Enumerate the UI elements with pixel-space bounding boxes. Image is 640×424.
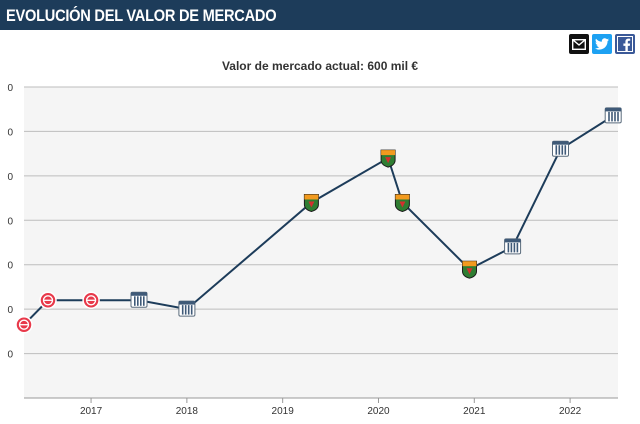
club-c-crest-mark-icon	[399, 201, 406, 208]
y-tick-label: 0	[7, 216, 13, 227]
club-b-crest-stripe-icon	[134, 296, 136, 306]
club-b-crest-top-icon	[178, 301, 195, 305]
club-c-crest-band-icon	[462, 261, 477, 267]
data-point-marker	[504, 238, 522, 255]
data-point-marker	[552, 140, 569, 157]
chart-title: Valor de mercado actual: 600 mil €	[222, 59, 418, 73]
data-point-marker	[394, 194, 410, 213]
club-c-crest-band-icon	[381, 150, 396, 156]
data-point-marker	[82, 291, 100, 310]
x-tick-label: 2019	[272, 406, 295, 417]
club-b-crest-stripe-icon	[137, 296, 139, 306]
x-tick-label: 2021	[463, 406, 486, 417]
club-b-crest-stripe-icon	[187, 305, 190, 315]
club-b-crest-stripe-icon	[140, 296, 142, 306]
club-b-crest-stripe-icon	[184, 305, 187, 315]
club-b-crest-stripe-icon	[507, 242, 510, 253]
data-point-marker	[178, 300, 196, 317]
data-point-marker	[604, 107, 622, 124]
data-point-marker	[462, 260, 477, 279]
club-b-crest-top-icon	[504, 238, 521, 243]
y-tick-label: 0	[7, 261, 13, 272]
club-b-crest-stripe-icon	[190, 305, 193, 315]
club-b-crest-stripe-icon	[513, 242, 516, 253]
page-title: EVOLUCIÓN DEL VALOR DE MERCADO	[6, 6, 277, 25]
envelope-icon	[572, 38, 586, 50]
page-header: EVOLUCIÓN DEL VALOR DE MERCADO	[0, 0, 640, 30]
club-c-crest-mark-icon	[466, 268, 473, 275]
x-tick-label: 2022	[559, 406, 582, 417]
club-b-crest-stripe-icon	[558, 145, 561, 155]
club-b-crest-stripe-icon	[143, 296, 145, 306]
club-b-crest-stripe-icon	[611, 111, 613, 122]
share-facebook-button[interactable]	[615, 34, 635, 54]
x-tick-label: 2018	[176, 406, 199, 417]
club-b-crest-stripe-icon	[614, 111, 616, 122]
club-b-crest-stripe-icon	[516, 242, 519, 253]
club-c-crest-mark-icon	[308, 201, 315, 208]
club-c-crest-mark-icon	[385, 157, 392, 164]
y-tick-label: 0	[7, 83, 13, 94]
club-b-crest-top-icon	[552, 141, 569, 145]
club-c-crest-band-icon	[304, 194, 319, 200]
club-b-crest-stripe-icon	[181, 305, 184, 315]
y-tick-label: 0	[7, 172, 13, 183]
y-tick-label: 0	[7, 127, 13, 138]
plot-area	[24, 87, 618, 398]
share-twitter-button[interactable]	[592, 34, 612, 54]
share-mail-button[interactable]	[569, 34, 589, 54]
club-b-crest-stripe-icon	[608, 111, 610, 122]
twitter-bird-icon	[595, 38, 609, 50]
club-b-crest-top-icon	[131, 292, 147, 296]
club-b-crest-stripe-icon	[510, 242, 513, 253]
club-b-crest-stripe-icon	[555, 145, 558, 155]
club-b-crest-stripe-icon	[561, 145, 564, 155]
data-point-marker	[303, 194, 319, 213]
x-tick-label: 2020	[367, 406, 390, 417]
y-tick-label: 0	[7, 305, 13, 316]
data-point-marker	[15, 315, 33, 334]
club-b-crest-top-icon	[605, 107, 622, 112]
y-tick-label: 0	[7, 350, 13, 361]
facebook-f-icon	[617, 36, 633, 52]
club-c-crest-band-icon	[395, 194, 410, 200]
data-point-marker	[39, 291, 57, 310]
club-b-crest-stripe-icon	[617, 111, 619, 122]
data-point-marker	[380, 149, 396, 168]
data-point-marker	[130, 291, 148, 308]
x-tick-label: 2017	[80, 406, 103, 417]
club-b-crest-stripe-icon	[564, 145, 567, 155]
